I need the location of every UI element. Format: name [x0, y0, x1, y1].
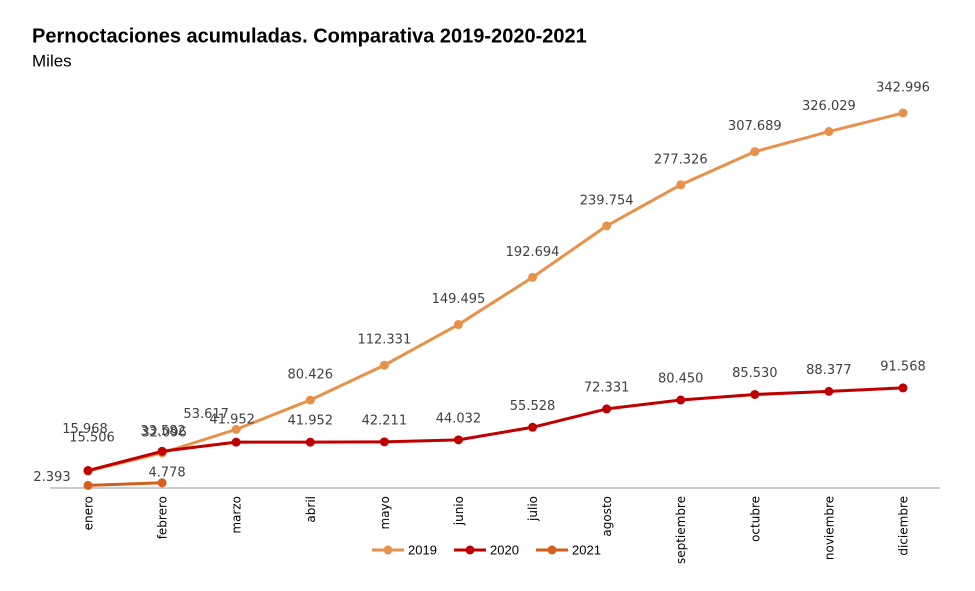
- x-tick-label: junio: [452, 496, 466, 526]
- legend-label: 2020: [490, 542, 519, 557]
- chart-subtitle: Miles: [32, 51, 72, 70]
- data-label: 80.426: [288, 368, 334, 383]
- x-tick-label: agosto: [600, 496, 614, 537]
- x-tick-label: enero: [82, 496, 96, 530]
- data-point: [83, 466, 93, 476]
- legend-label: 2021: [572, 542, 601, 557]
- data-label: 277.326: [654, 152, 708, 167]
- series-line: [87, 111, 904, 473]
- data-label: 91.568: [880, 359, 926, 374]
- data-label: 41.952: [209, 413, 255, 428]
- x-tick-label: mayo: [378, 496, 392, 530]
- series-line: [87, 386, 904, 472]
- data-point: [528, 272, 538, 282]
- data-label: 2.393: [33, 470, 70, 485]
- data-point: [157, 478, 167, 488]
- legend-label: 2019: [408, 542, 437, 557]
- series-line: [87, 481, 163, 487]
- data-label: 192.694: [506, 245, 560, 260]
- data-point: [528, 422, 538, 432]
- x-tick-label: marzo: [230, 496, 244, 534]
- data-label: 42.211: [362, 413, 408, 428]
- data-label: 4.778: [148, 465, 185, 480]
- data-point: [676, 180, 686, 190]
- data-label: 342.996: [876, 81, 930, 96]
- data-label: 55.528: [510, 399, 556, 414]
- data-point: [602, 404, 612, 414]
- data-point: [453, 435, 463, 445]
- data-point: [231, 437, 241, 447]
- chart-title: Pernoctaciones acumuladas. Comparativa 2…: [32, 25, 587, 47]
- x-tick-label: abril: [304, 496, 318, 523]
- data-point: [83, 480, 93, 490]
- data-label: 88.377: [806, 363, 852, 378]
- x-tick-label: septiembre: [674, 496, 688, 564]
- data-point: [750, 389, 760, 399]
- data-label: 15.968: [62, 422, 108, 437]
- data-label: 80.450: [658, 372, 704, 387]
- data-label: 33.582: [140, 424, 186, 439]
- data-label: 239.754: [580, 193, 634, 208]
- data-label: 149.495: [432, 292, 486, 307]
- x-tick-label: julio: [526, 496, 540, 522]
- data-label: 326.029: [802, 99, 856, 114]
- data-label: 85.530: [732, 366, 778, 381]
- legend-marker: [465, 545, 475, 555]
- data-label: 44.032: [436, 411, 482, 426]
- data-point: [676, 395, 686, 405]
- data-point: [750, 147, 760, 157]
- data-label: 112.331: [357, 333, 411, 348]
- data-point: [453, 320, 463, 330]
- data-label: 32.096: [141, 425, 187, 440]
- data-point: [602, 221, 612, 231]
- data-label: 41.952: [288, 414, 334, 429]
- data-label: 15.506: [69, 431, 115, 446]
- data-point: [305, 437, 315, 447]
- legend-marker: [383, 545, 393, 555]
- legend-marker: [547, 545, 557, 555]
- x-tick-label: diciembre: [897, 496, 911, 556]
- data-point: [305, 395, 315, 405]
- x-tick-label: noviembre: [822, 496, 836, 560]
- data-label: 53.617: [183, 407, 229, 422]
- data-label: 72.331: [584, 380, 630, 395]
- x-tick-label: febrero: [156, 496, 170, 539]
- data-point: [379, 437, 389, 447]
- data-point: [898, 108, 908, 118]
- x-tick-label: octubre: [748, 496, 762, 542]
- data-point: [157, 446, 167, 456]
- data-point: [824, 127, 834, 137]
- data-point: [379, 360, 389, 370]
- data-point: [231, 424, 241, 434]
- data-point: [824, 386, 834, 396]
- data-point: [898, 383, 908, 393]
- data-label: 307.689: [728, 119, 782, 134]
